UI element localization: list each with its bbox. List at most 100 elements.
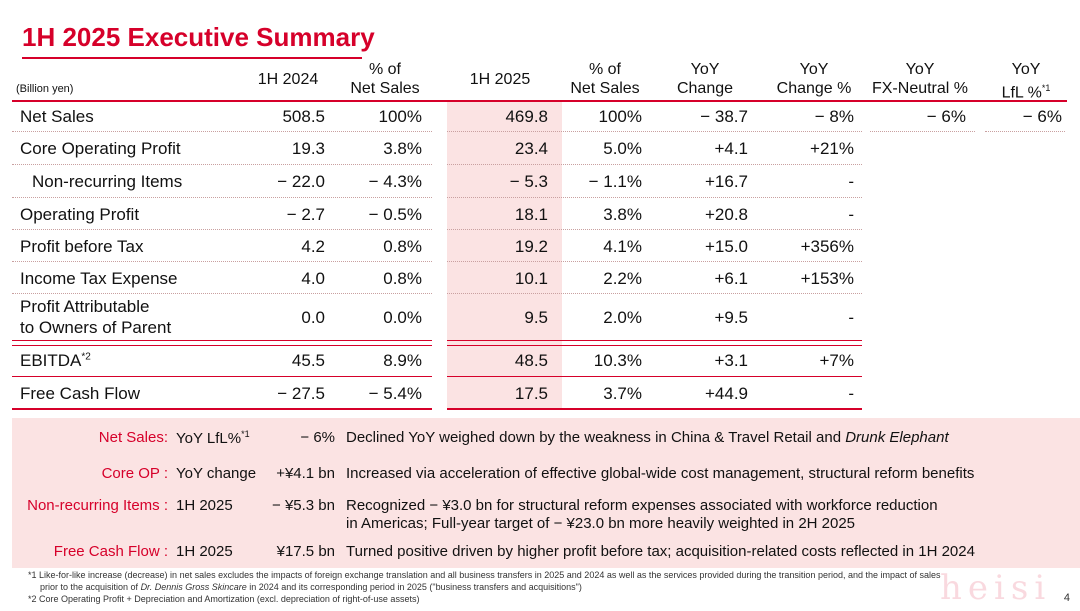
row-divider <box>12 293 432 294</box>
row-label: Income Tax Expense <box>20 269 178 288</box>
row-divider <box>12 229 432 230</box>
footnote-1: *1 Like-for-like increase (decrease) in … <box>28 570 941 580</box>
cell-pct-2024: 100% <box>378 107 422 126</box>
table-bottom-rule <box>447 408 862 410</box>
cell-1h2025: 17.5 <box>514 384 548 403</box>
cell-fx-neutral: − 6% <box>926 107 966 126</box>
row-divider <box>870 131 975 132</box>
row-label: Net Sales <box>20 107 94 126</box>
cell-yoy-change-pct: - <box>848 205 854 224</box>
cell-yoy-change-pct: - <box>848 384 854 403</box>
cell-1h2025: 18.1 <box>514 205 548 224</box>
note-key: Net Sales: <box>98 429 168 446</box>
note-text: Turned positive driven by higher profit … <box>346 543 975 560</box>
note-text-line2: in Americas; Full-year target of − ¥23.0… <box>346 515 856 532</box>
cell-pct-2025: − 1.1% <box>588 172 642 191</box>
cell-1h2024: − 27.5 <box>277 384 325 403</box>
note-metric: 1H 2025 <box>176 497 233 514</box>
header-pct-2024: % of Net Sales <box>350 61 420 97</box>
section-double-rule <box>447 340 862 346</box>
cell-yoy-change-pct: − 8% <box>814 107 854 126</box>
cell-yoy-change: +6.1 <box>714 269 748 288</box>
cell-yoy-change: +44.9 <box>704 384 748 403</box>
note-value: +¥4.1 bn <box>276 465 335 482</box>
row-label: Operating Profit <box>20 205 140 224</box>
row-divider <box>12 131 432 132</box>
cell-pct-2025: 3.8% <box>603 205 642 224</box>
cell-1h2024: 4.2 <box>301 237 325 256</box>
cell-1h2024: 19.3 <box>291 139 325 158</box>
cell-yoy-change: +20.8 <box>704 205 748 224</box>
cell-pct-2025: 10.3% <box>593 351 642 370</box>
cell-lfl: − 6% <box>1022 107 1062 126</box>
cell-yoy-change-pct: +356% <box>800 237 854 256</box>
note-value: − 6% <box>300 429 335 446</box>
cell-1h2024: 0.0 <box>301 308 325 327</box>
row-label: EBITDA*2 <box>20 351 91 370</box>
cell-1h2024: 4.0 <box>301 269 325 288</box>
title-underline <box>22 57 362 59</box>
cell-yoy-change-pct: +153% <box>800 269 854 288</box>
row-label: Free Cash Flow <box>20 384 140 403</box>
cell-1h2025: 48.5 <box>514 351 548 370</box>
row-divider <box>447 293 862 294</box>
header-rule <box>12 100 1067 102</box>
cell-1h2025: − 5.3 <box>509 172 548 191</box>
note-text: Declined YoY weighed down by the weaknes… <box>346 429 949 446</box>
cell-yoy-change: +4.1 <box>714 139 748 158</box>
row-label-line2: to Owners of Parent <box>20 318 172 337</box>
row-divider <box>12 376 432 377</box>
note-text: Increased via acceleration of effective … <box>346 465 975 482</box>
note-metric: YoY change <box>176 465 257 482</box>
cell-1h2025: 9.5 <box>524 308 548 327</box>
cell-pct-2024: 0.8% <box>383 269 422 288</box>
row-divider <box>985 131 1065 132</box>
cell-1h2024: − 2.7 <box>286 205 325 224</box>
cell-1h2025: 10.1 <box>514 269 548 288</box>
row-divider <box>447 131 862 132</box>
header-fx-neutral: YoY FX-Neutral % <box>871 61 969 97</box>
row-divider <box>447 164 862 165</box>
footnote-ref: *2 <box>81 351 91 363</box>
note-key: Non-recurring Items : <box>27 497 168 514</box>
cell-pct-2024: 0.8% <box>383 237 422 256</box>
note-value: ¥17.5 bn <box>276 543 335 560</box>
table-bottom-rule <box>12 408 432 410</box>
cell-yoy-change: +9.5 <box>714 308 748 327</box>
note-key: Core OP : <box>101 465 168 482</box>
row-divider <box>447 261 862 262</box>
header-pct-2025: % of Net Sales <box>570 61 640 97</box>
row-divider <box>12 164 432 165</box>
header-1h2024: 1H 2024 <box>257 71 319 88</box>
cell-yoy-change: +15.0 <box>704 237 748 256</box>
row-label: Non-recurring Items <box>32 172 183 191</box>
cell-pct-2025: 4.1% <box>603 237 642 256</box>
cell-1h2024: 45.5 <box>291 351 325 370</box>
unit-label: (Billion yen) <box>16 83 74 95</box>
note-key: Free Cash Flow : <box>53 543 168 560</box>
cell-pct-2024: − 0.5% <box>368 205 422 224</box>
cell-1h2025: 469.8 <box>505 107 548 126</box>
cell-pct-2024: 8.9% <box>383 351 422 370</box>
page-title: 1H 2025 Executive Summary <box>22 22 375 52</box>
header-yoy-change: YoY Change <box>676 61 734 97</box>
row-label: Core Operating Profit <box>20 139 181 158</box>
cell-pct-2024: 3.8% <box>383 139 422 158</box>
cell-pct-2024: 0.0% <box>383 308 422 327</box>
cell-yoy-change: − 38.7 <box>700 107 748 126</box>
watermark: heisi <box>940 568 1052 608</box>
note-text: Recognized − ¥3.0 bn for structural refo… <box>346 497 938 514</box>
row-label: Profit before Tax <box>20 237 144 256</box>
header-yoy-change-pct: YoY Change % <box>776 61 852 97</box>
note-value: − ¥5.3 bn <box>272 497 335 514</box>
row-divider <box>12 197 432 198</box>
row-divider <box>12 261 432 262</box>
cell-pct-2025: 3.7% <box>603 384 642 403</box>
cell-yoy-change: +3.1 <box>714 351 748 370</box>
cell-yoy-change-pct: +21% <box>810 139 854 158</box>
cell-pct-2025: 100% <box>598 107 642 126</box>
cell-pct-2024: − 5.4% <box>368 384 422 403</box>
cell-pct-2024: − 4.3% <box>368 172 422 191</box>
cell-yoy-change-pct: +7% <box>819 351 855 370</box>
cell-yoy-change-pct: - <box>848 172 854 191</box>
